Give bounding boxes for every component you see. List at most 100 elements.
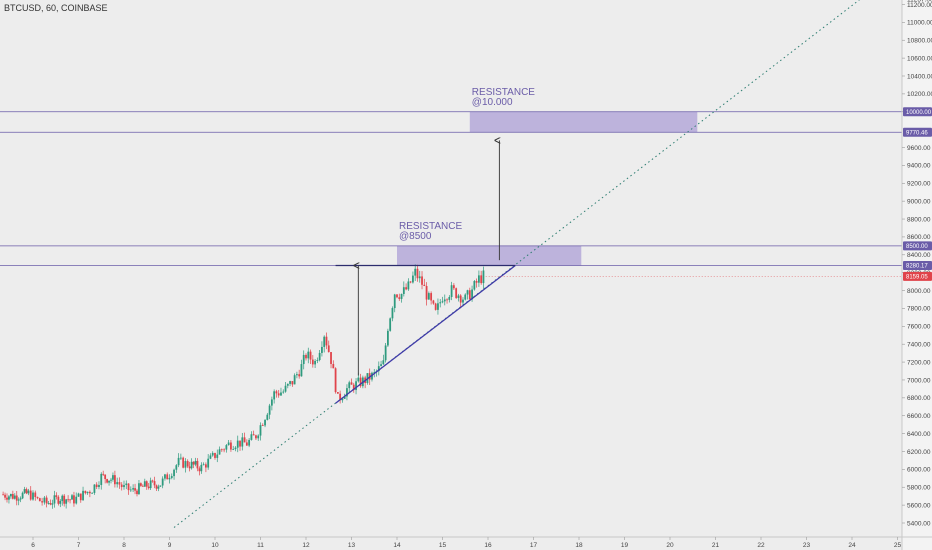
ytick-label: 7400.00 <box>907 342 931 349</box>
candle-body <box>57 496 60 504</box>
xtick-label: 10 <box>211 542 219 549</box>
ytick-label: 8000.00 <box>907 288 931 295</box>
candle-body <box>190 461 193 469</box>
candle-body <box>250 434 253 440</box>
candle-body <box>391 308 394 319</box>
candle-body <box>266 414 269 420</box>
candle-body <box>170 476 173 478</box>
measure-arrows <box>358 140 499 376</box>
candle-body <box>352 384 355 391</box>
candle-body <box>77 493 80 497</box>
candle-body <box>143 481 146 487</box>
candle-body <box>211 452 214 456</box>
candle-body <box>439 302 442 304</box>
resistance-zone-price-2: @10.000 <box>472 97 513 108</box>
candle-body <box>216 454 219 458</box>
candle-body <box>482 270 485 284</box>
candle-body <box>409 281 412 283</box>
candlestick-series <box>2 264 485 509</box>
candle-body <box>357 377 360 382</box>
candle-body <box>468 290 471 300</box>
candle-body <box>71 495 73 500</box>
candle-body <box>412 275 414 283</box>
ytick-label: 11000.00 <box>907 20 932 27</box>
ytick-label: 6800.00 <box>907 395 931 402</box>
candle-body <box>27 490 30 494</box>
candle-body <box>209 455 212 459</box>
candle-body <box>459 295 462 303</box>
candle-body <box>393 294 396 309</box>
last-price-text: 8159.05 <box>906 274 928 280</box>
candle-body <box>100 473 103 485</box>
candle-body <box>239 440 241 447</box>
ytick-label: 5800.00 <box>907 485 931 492</box>
candle-body <box>318 352 321 361</box>
candle-body <box>414 268 417 276</box>
candle-body <box>67 499 69 501</box>
candle-body <box>75 496 78 504</box>
candle-body <box>91 492 94 494</box>
ytick-label: 9400.00 <box>907 163 931 170</box>
candle-body <box>252 434 255 436</box>
candle-body <box>136 490 138 495</box>
candle-body <box>314 360 316 365</box>
candle-body <box>55 495 58 497</box>
candle-body <box>98 484 100 488</box>
xtick-label: 12 <box>302 542 310 549</box>
candle-body <box>464 294 467 300</box>
candle-body <box>325 336 328 346</box>
candle-body <box>29 490 32 500</box>
ytick-label: 9200.00 <box>907 181 931 188</box>
candle-body <box>275 391 278 394</box>
candle-body <box>302 354 305 365</box>
candle-body <box>13 495 16 499</box>
candle-body <box>104 474 107 480</box>
candle-body <box>32 492 34 500</box>
candle-body <box>129 489 132 491</box>
candle-body <box>334 368 337 393</box>
level-badge-4 <box>903 261 932 271</box>
candle-body <box>168 477 171 480</box>
candle-body <box>173 469 175 477</box>
candle-body <box>416 268 419 279</box>
candle-body <box>45 497 48 504</box>
candle-body <box>41 501 43 503</box>
candle-body <box>157 486 160 489</box>
candle-body <box>232 449 235 450</box>
candle-body <box>51 503 54 505</box>
xtick-label: 25 <box>894 542 902 549</box>
candle-body <box>179 457 182 459</box>
candle-body <box>93 484 96 493</box>
candle-body <box>371 372 373 380</box>
candle-body <box>316 360 319 361</box>
candle-body <box>140 483 142 486</box>
level-badge-2 <box>903 127 932 137</box>
candle-body <box>220 449 223 451</box>
ytick-label: 9600.00 <box>907 145 931 152</box>
candle-body <box>377 366 380 372</box>
candle-body <box>65 499 68 504</box>
candle-body <box>149 480 152 489</box>
ytick-label: 10800.00 <box>907 38 932 45</box>
candle-body <box>4 494 6 498</box>
xtick-label: 9 <box>168 542 172 549</box>
xtick-label: 13 <box>348 542 356 549</box>
candle-body <box>225 445 228 450</box>
resistance-zone-label-1: RESISTANCE <box>399 221 462 232</box>
candle-body <box>284 385 287 392</box>
candle-body <box>418 276 421 279</box>
candle-body <box>223 449 225 451</box>
candle-body <box>177 457 180 466</box>
candle-body <box>268 405 271 415</box>
candle-body <box>145 481 148 487</box>
candle-body <box>348 382 351 389</box>
candle-body <box>155 485 158 489</box>
candle-body <box>471 289 473 300</box>
candle-body <box>182 457 185 468</box>
candle-body <box>350 382 353 385</box>
candle-body <box>323 336 326 347</box>
candle-body <box>291 381 294 385</box>
ytick-label: 9000.00 <box>907 198 931 205</box>
candle-body <box>175 465 178 470</box>
